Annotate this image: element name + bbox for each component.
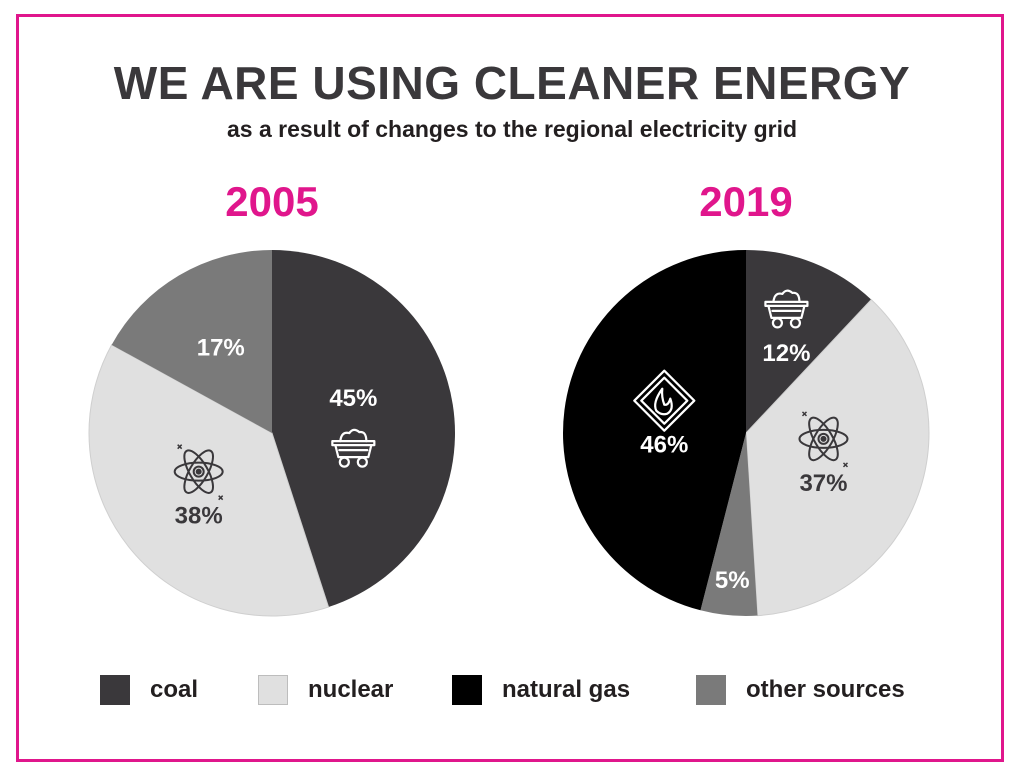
legend: coal nuclear natural gas other sources	[0, 672, 1024, 708]
atom-icon	[173, 444, 224, 501]
legend-label-coal: coal	[150, 676, 199, 703]
legend-swatch-natural-gas	[452, 675, 482, 705]
chart-subtitle: as a result of changes to the regional e…	[226, 116, 798, 142]
legend-label-natural-gas: natural gas	[502, 676, 631, 703]
legend-item-nuclear: nuclear	[258, 672, 393, 708]
coal-cart-icon	[331, 428, 376, 468]
pie-title-2005: 2005	[225, 178, 319, 225]
slice-label-nuclear: 38%	[175, 503, 223, 530]
pie-slice-coal	[272, 250, 455, 608]
legend-item-coal: coal	[100, 672, 198, 708]
legend-swatch-other-sources	[696, 675, 726, 705]
pie-slice-other-sources	[111, 250, 272, 433]
legend-label-other-sources: other sources	[746, 676, 905, 703]
legend-swatch-coal	[100, 675, 130, 705]
chart-title: WE ARE USING CLEANER ENERGY	[113, 57, 911, 109]
pie-labels: 45% 38% 17%	[173, 334, 377, 530]
slice-label-coal: 45%	[329, 385, 377, 412]
legend-swatch-nuclear	[258, 675, 288, 705]
legend-item-natural-gas: natural gas	[452, 672, 630, 708]
chart-frame	[16, 14, 1004, 762]
pie-title-2019: 2019	[699, 178, 793, 225]
legend-label-nuclear: nuclear	[308, 676, 394, 703]
pie-slices	[88, 250, 455, 617]
slice-label-other-sources: 17%	[197, 334, 245, 361]
legend-item-other-sources: other sources	[696, 672, 905, 708]
